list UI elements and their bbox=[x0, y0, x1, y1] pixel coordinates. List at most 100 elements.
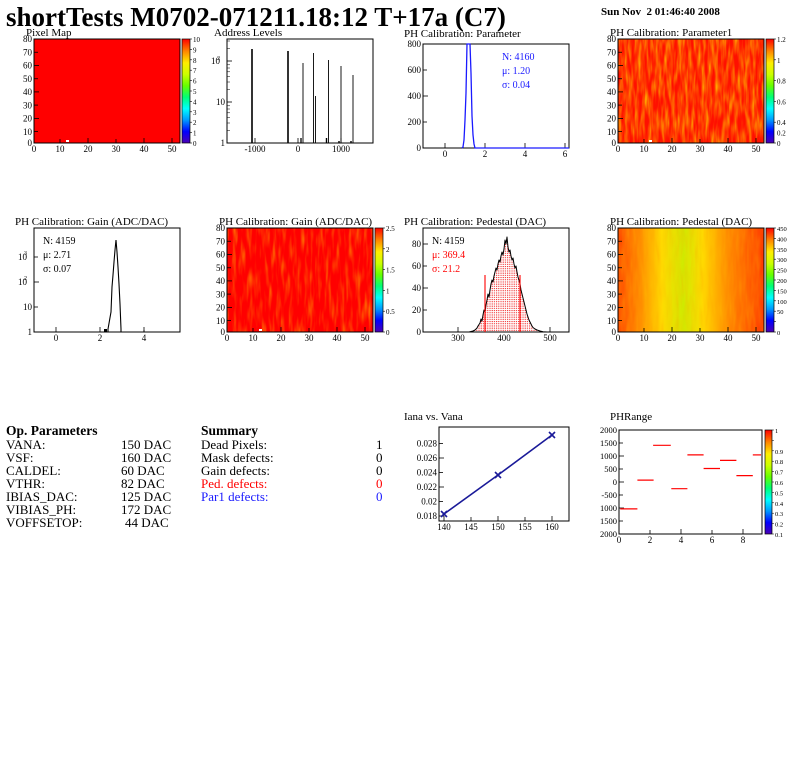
svg-text:100: 100 bbox=[777, 299, 787, 306]
svg-text:0.024: 0.024 bbox=[417, 468, 438, 478]
svg-text:350: 350 bbox=[777, 247, 787, 254]
svg-text:7: 7 bbox=[193, 67, 197, 75]
svg-text:10: 10 bbox=[607, 316, 617, 326]
svg-text:σ: 21.2: σ: 21.2 bbox=[432, 264, 460, 275]
svg-text:0: 0 bbox=[32, 144, 37, 154]
svg-text:20: 20 bbox=[84, 144, 94, 154]
svg-text:1: 1 bbox=[386, 287, 390, 295]
svg-text:1: 1 bbox=[775, 428, 778, 435]
svg-text:8: 8 bbox=[741, 535, 746, 545]
svg-text:0.8: 0.8 bbox=[775, 459, 783, 466]
svg-text:0.018: 0.018 bbox=[417, 511, 438, 521]
svg-text:60: 60 bbox=[607, 61, 617, 71]
svg-text:0: 0 bbox=[417, 327, 422, 337]
svg-text:2000: 2000 bbox=[600, 529, 617, 539]
svg-text:0: 0 bbox=[386, 329, 390, 337]
svg-text:1000: 1000 bbox=[332, 144, 351, 154]
svg-text:10: 10 bbox=[249, 333, 259, 343]
svg-text:1500: 1500 bbox=[600, 438, 617, 448]
svg-text:50: 50 bbox=[752, 144, 762, 154]
svg-text:30: 30 bbox=[23, 100, 33, 110]
svg-text:60: 60 bbox=[216, 250, 226, 260]
svg-text:70: 70 bbox=[216, 236, 226, 246]
svg-text:10: 10 bbox=[23, 127, 33, 137]
svg-text:50: 50 bbox=[216, 263, 226, 273]
svg-text:2.5: 2.5 bbox=[386, 225, 395, 233]
svg-text:μ: 2.71: μ: 2.71 bbox=[43, 250, 71, 261]
svg-text:2: 2 bbox=[483, 149, 488, 159]
svg-text:1: 1 bbox=[193, 130, 197, 138]
svg-text:500: 500 bbox=[543, 333, 557, 343]
svg-text:1.5: 1.5 bbox=[386, 267, 395, 275]
svg-text:1.2: 1.2 bbox=[777, 36, 786, 44]
svg-text:50: 50 bbox=[752, 333, 762, 343]
svg-text:10: 10 bbox=[216, 316, 226, 326]
svg-text:0: 0 bbox=[617, 535, 622, 545]
svg-text:0: 0 bbox=[54, 333, 59, 343]
svg-text:10: 10 bbox=[640, 144, 650, 154]
svg-text:140: 140 bbox=[437, 522, 451, 532]
svg-text:250: 250 bbox=[777, 268, 787, 275]
svg-text:600: 600 bbox=[408, 65, 422, 75]
svg-text:μ: 1.20: μ: 1.20 bbox=[502, 66, 530, 77]
svg-text:0.4: 0.4 bbox=[775, 501, 784, 508]
svg-text:0.6: 0.6 bbox=[775, 480, 784, 487]
svg-text:0.6: 0.6 bbox=[777, 98, 786, 106]
svg-text:70: 70 bbox=[607, 47, 617, 57]
svg-text:800: 800 bbox=[408, 39, 422, 49]
svg-text:N: 4160: N: 4160 bbox=[502, 52, 535, 63]
svg-text:30: 30 bbox=[696, 144, 706, 154]
svg-text:40: 40 bbox=[607, 276, 617, 286]
svg-text:30: 30 bbox=[216, 289, 226, 299]
svg-text:2000: 2000 bbox=[600, 425, 617, 435]
svg-text:40: 40 bbox=[216, 276, 226, 286]
svg-text:0.5: 0.5 bbox=[775, 490, 783, 497]
svg-text:0: 0 bbox=[443, 149, 448, 159]
svg-text:50: 50 bbox=[607, 263, 617, 273]
svg-text:70: 70 bbox=[23, 47, 33, 57]
svg-text:0: 0 bbox=[616, 333, 621, 343]
svg-text:145: 145 bbox=[464, 522, 478, 532]
svg-text:2: 2 bbox=[648, 535, 653, 545]
svg-text:5: 5 bbox=[193, 88, 197, 96]
svg-text:20: 20 bbox=[668, 144, 678, 154]
svg-text:2: 2 bbox=[24, 276, 27, 282]
svg-text:10: 10 bbox=[216, 97, 226, 107]
svg-text:50: 50 bbox=[607, 74, 617, 84]
svg-text:0.026: 0.026 bbox=[417, 453, 438, 463]
svg-text:-1000: -1000 bbox=[245, 144, 266, 154]
svg-text:6: 6 bbox=[563, 149, 568, 159]
svg-text:0.02: 0.02 bbox=[421, 497, 437, 507]
svg-text:1: 1 bbox=[221, 138, 226, 148]
svg-text:2: 2 bbox=[193, 119, 197, 127]
svg-text:0: 0 bbox=[296, 144, 301, 154]
svg-text:60: 60 bbox=[412, 261, 422, 271]
svg-text:0.2: 0.2 bbox=[777, 130, 786, 138]
svg-text:0.5: 0.5 bbox=[386, 308, 395, 316]
svg-text:50: 50 bbox=[23, 74, 33, 84]
svg-text:μ: 369.4: μ: 369.4 bbox=[432, 250, 465, 261]
svg-text:150: 150 bbox=[777, 288, 787, 295]
svg-text:300: 300 bbox=[777, 257, 787, 264]
svg-text:500: 500 bbox=[604, 464, 617, 474]
svg-text:200: 200 bbox=[408, 117, 422, 127]
svg-text:0: 0 bbox=[225, 333, 230, 343]
svg-text:4: 4 bbox=[142, 333, 147, 343]
svg-text:20: 20 bbox=[607, 303, 617, 313]
svg-text:20: 20 bbox=[607, 114, 617, 124]
svg-text:40: 40 bbox=[724, 144, 734, 154]
svg-text:3: 3 bbox=[193, 109, 197, 117]
svg-text:160: 160 bbox=[545, 522, 559, 532]
svg-text:1000: 1000 bbox=[600, 451, 617, 461]
svg-text:20: 20 bbox=[277, 333, 287, 343]
svg-text:400: 400 bbox=[777, 236, 787, 243]
svg-text:20: 20 bbox=[23, 114, 33, 124]
svg-text:0.9: 0.9 bbox=[775, 449, 783, 456]
svg-text:30: 30 bbox=[607, 100, 617, 110]
svg-text:N: 4159: N: 4159 bbox=[43, 236, 76, 247]
svg-text:400: 400 bbox=[497, 333, 511, 343]
svg-text:40: 40 bbox=[23, 87, 33, 97]
svg-text:450: 450 bbox=[777, 226, 787, 233]
svg-text:50: 50 bbox=[777, 309, 784, 316]
svg-text:40: 40 bbox=[140, 144, 150, 154]
